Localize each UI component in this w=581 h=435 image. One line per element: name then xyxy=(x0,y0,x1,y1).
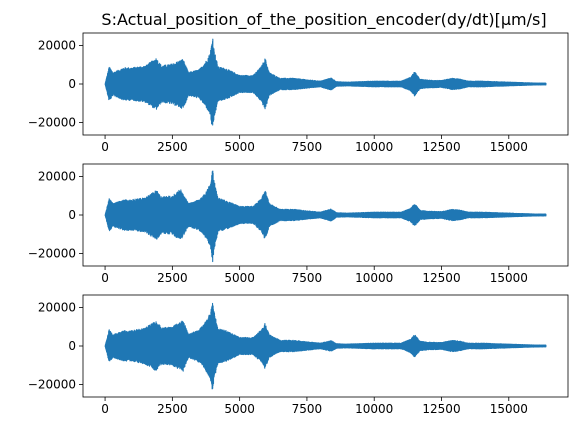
y-tick-label: 0 xyxy=(68,77,76,91)
subplot-1: 0 2500 5000 7500 10000 12500 15000 −20000 0 20000 xyxy=(28,32,569,154)
x-tick-label: 7500 xyxy=(292,140,323,154)
chart-title: S:Actual_position_of_the_position_encode… xyxy=(101,10,546,30)
y-tick-label: −20000 xyxy=(28,115,76,129)
x-tick-label: 15000 xyxy=(490,140,528,154)
x-tick-label: 2500 xyxy=(157,402,188,416)
y-tick-label: 20000 xyxy=(38,170,76,184)
x-tick-label: 7500 xyxy=(292,271,323,285)
y-tick-label: −20000 xyxy=(28,246,76,260)
x-tick-label: 5000 xyxy=(224,271,255,285)
series-line-3-1 xyxy=(104,302,547,390)
x-tick-label: 12500 xyxy=(422,271,460,285)
x-tick-label: 15000 xyxy=(490,402,528,416)
x-tick-label: 2500 xyxy=(157,140,188,154)
x-tick-label: 10000 xyxy=(355,271,393,285)
x-tick-label: 12500 xyxy=(422,402,460,416)
y-tick-label: 0 xyxy=(68,339,76,353)
x-tick-label: 7500 xyxy=(292,402,323,416)
y-tick-label: 20000 xyxy=(38,301,76,315)
x-tick-label: 0 xyxy=(101,402,109,416)
subplot-3: 0 2500 5000 7500 10000 12500 15000 −20000 0 20000 xyxy=(28,294,569,416)
y-tick-label: 20000 xyxy=(38,39,76,53)
x-tick-label: 5000 xyxy=(224,402,255,416)
x-tick-label: 2500 xyxy=(157,271,188,285)
series-line-1-1 xyxy=(104,38,547,126)
x-tick-label: 5000 xyxy=(224,140,255,154)
x-tick-label: 10000 xyxy=(355,402,393,416)
series-line-2-1 xyxy=(104,170,547,263)
x-tick-label: 15000 xyxy=(490,271,528,285)
x-tick-label: 10000 xyxy=(355,140,393,154)
y-tick-label: −20000 xyxy=(28,377,76,391)
x-tick-label: 0 xyxy=(101,140,109,154)
x-tick-label: 0 xyxy=(101,271,109,285)
y-tick-label: 0 xyxy=(68,208,76,222)
x-tick-label: 12500 xyxy=(422,140,460,154)
subplot-panels: 0 2500 5000 7500 10000 12500 15000 −20000 0 20000… xyxy=(28,32,569,416)
subplot-2: 0 2500 5000 7500 10000 12500 15000 −20000 0 20000 xyxy=(28,163,569,285)
